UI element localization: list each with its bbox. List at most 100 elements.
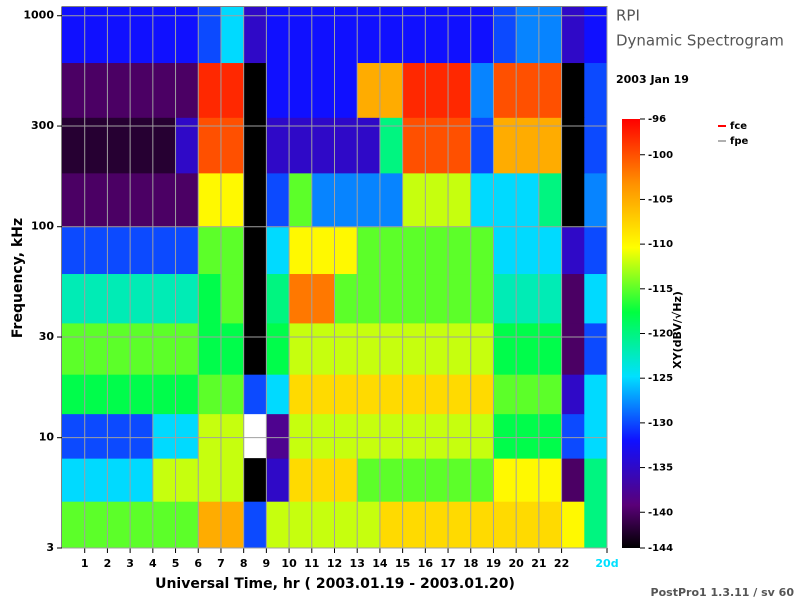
heatmap-cell bbox=[266, 501, 290, 549]
heatmap-cell bbox=[266, 374, 290, 415]
heatmap-cell bbox=[220, 7, 245, 64]
heatmap-cell bbox=[379, 501, 404, 549]
heatmap-cell bbox=[220, 172, 245, 228]
heatmap-cell bbox=[402, 501, 426, 549]
heatmap-cell bbox=[357, 458, 381, 502]
heatmap-cell bbox=[266, 226, 290, 275]
heatmap-cell bbox=[152, 273, 177, 324]
heatmap-cell bbox=[402, 117, 426, 174]
heatmap-cell bbox=[584, 322, 608, 375]
heatmap-cell bbox=[311, 172, 335, 228]
heatmap-cell bbox=[379, 273, 404, 324]
heatmap-cell bbox=[538, 322, 563, 375]
x-tick-label: 16 bbox=[418, 557, 434, 570]
heatmap-cell bbox=[311, 62, 335, 118]
heatmap-cell bbox=[448, 172, 472, 228]
heatmap-cell bbox=[357, 7, 381, 64]
x-tick-label: 22 bbox=[554, 557, 569, 570]
x-tick-label: 2 bbox=[104, 557, 112, 570]
x-tick-label: 20 bbox=[509, 557, 525, 570]
heatmap-cell bbox=[266, 117, 290, 174]
heatmap-cell bbox=[448, 117, 472, 174]
colorbar-tick-label: -105 bbox=[648, 194, 673, 205]
heatmap-cell bbox=[470, 7, 494, 64]
colorbar-tick-label: -120 bbox=[648, 329, 673, 340]
heatmap-cell bbox=[493, 62, 517, 118]
chart-title: RPI bbox=[616, 7, 640, 25]
heatmap-cell bbox=[448, 273, 472, 324]
heatmap-cell bbox=[425, 501, 449, 549]
heatmap-cell bbox=[516, 374, 540, 415]
heatmap-cell bbox=[470, 226, 494, 275]
heatmap-cell bbox=[334, 117, 358, 174]
heatmap-cell bbox=[243, 117, 267, 174]
heatmap-cell bbox=[448, 62, 472, 118]
heatmap-cell bbox=[107, 7, 131, 64]
heatmap-cell bbox=[425, 374, 449, 415]
heatmap-cell bbox=[198, 273, 222, 324]
heatmap-cell bbox=[379, 413, 404, 459]
heatmap-cell bbox=[425, 413, 449, 459]
heatmap-cell bbox=[448, 501, 472, 549]
heatmap-cell bbox=[198, 7, 222, 64]
heatmap-cell bbox=[220, 273, 245, 324]
heatmap-cell bbox=[379, 322, 404, 375]
heatmap-cell bbox=[266, 273, 290, 324]
heatmap-cell bbox=[493, 374, 517, 415]
heatmap-cell bbox=[289, 62, 313, 118]
heatmap-cell bbox=[220, 413, 245, 459]
heatmap-cell bbox=[538, 501, 563, 549]
heatmap-cell bbox=[198, 226, 222, 275]
heatmap-cell bbox=[402, 413, 426, 459]
heatmap-cell bbox=[107, 226, 131, 275]
x-tick-label: 8 bbox=[240, 557, 248, 570]
heatmap-cell bbox=[425, 458, 449, 502]
heatmap-cell bbox=[62, 501, 86, 549]
legend-label: fce bbox=[730, 121, 747, 132]
x-tick-label: 13 bbox=[350, 557, 365, 570]
heatmap-cell bbox=[289, 501, 313, 549]
heatmap-cell bbox=[334, 413, 358, 459]
heatmap-cell bbox=[62, 273, 86, 324]
heatmap-cell bbox=[470, 117, 494, 174]
heatmap-cell bbox=[334, 172, 358, 228]
heatmap-cell bbox=[62, 374, 86, 415]
heatmap-cell bbox=[493, 458, 517, 502]
heatmap-cell bbox=[130, 374, 154, 415]
heatmap-cell bbox=[516, 172, 540, 228]
heatmap-cell bbox=[289, 117, 313, 174]
x-tick-label: 17 bbox=[440, 557, 455, 570]
heatmap-cell bbox=[130, 458, 154, 502]
heatmap-cell bbox=[516, 7, 540, 64]
heatmap-cell bbox=[175, 374, 199, 415]
heatmap-cell bbox=[561, 226, 585, 275]
heatmap-cell bbox=[198, 458, 222, 502]
heatmap-cell bbox=[311, 458, 335, 502]
y-tick-label: 300 bbox=[31, 119, 54, 132]
heatmap-cell bbox=[175, 172, 199, 228]
heatmap-cell bbox=[561, 413, 585, 459]
x-tick-label: 11 bbox=[304, 557, 319, 570]
heatmap-cell bbox=[220, 322, 245, 375]
heatmap-cell bbox=[243, 226, 267, 275]
heatmap-cell bbox=[152, 374, 177, 415]
heatmap-cell bbox=[425, 273, 449, 324]
heatmap-cell bbox=[402, 172, 426, 228]
heatmap-cell bbox=[584, 226, 608, 275]
heatmap-cell bbox=[243, 322, 267, 375]
heatmap-cell bbox=[538, 7, 563, 64]
heatmap-cell bbox=[289, 172, 313, 228]
heatmap-cell bbox=[334, 226, 358, 275]
heatmap-cell bbox=[289, 374, 313, 415]
heatmap-cell bbox=[289, 7, 313, 64]
heatmap-cell bbox=[175, 413, 199, 459]
colorbar-tick-label: -110 bbox=[648, 239, 673, 250]
heatmap-cell bbox=[584, 413, 608, 459]
heatmap-cell bbox=[289, 322, 313, 375]
heatmap-cell bbox=[62, 117, 86, 174]
heatmap-cell bbox=[584, 501, 608, 549]
heatmap-cell bbox=[470, 458, 494, 502]
heatmap-cell bbox=[516, 226, 540, 275]
heatmap-cell bbox=[357, 413, 381, 459]
